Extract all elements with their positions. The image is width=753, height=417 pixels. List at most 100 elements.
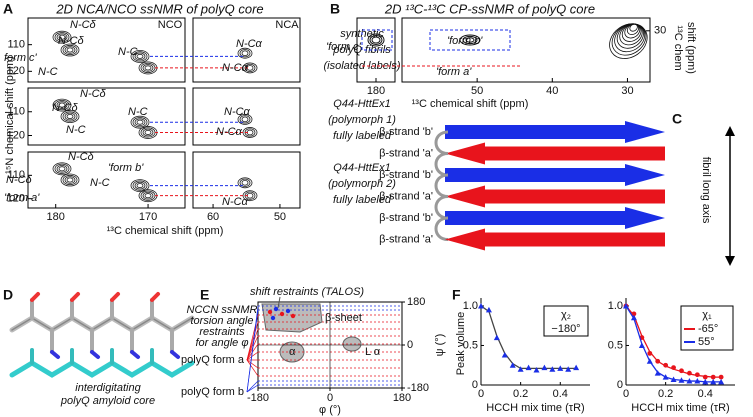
y-tick-label: 120 (7, 129, 25, 141)
data-point (549, 366, 556, 372)
contour (241, 180, 249, 186)
form-label: polyQ form a (181, 354, 245, 366)
data-point (702, 374, 708, 380)
x-tick-label: -180 (247, 392, 269, 404)
x-tick-label: 0.2 (658, 388, 673, 400)
contour (132, 117, 148, 128)
y-tick-label: 0 (472, 379, 478, 391)
axis-label: fibril long axis (700, 157, 712, 224)
panel-label: C (672, 111, 682, 127)
spectrum-frame (27, 87, 186, 146)
x-tick-label: 30 (621, 85, 633, 97)
data-point (670, 376, 677, 382)
pointer (246, 380, 259, 393)
x-axis-label: HCCH mix time (τR) (486, 402, 584, 414)
data-point (647, 350, 653, 356)
contour (239, 49, 251, 58)
contour (237, 47, 253, 59)
molecule (9, 292, 195, 378)
contour (134, 181, 146, 190)
sample-label: Q44-HttEx1 (333, 98, 390, 110)
peak-annotation: N-Cδ (58, 35, 85, 47)
x-tick-label: 50 (471, 85, 483, 97)
contour (144, 129, 152, 135)
y-axis-label: shift (ppm) (685, 22, 697, 74)
contour (136, 119, 144, 125)
arrow-head (725, 126, 735, 136)
legend-label: -65° (698, 323, 718, 335)
peak-annotation: N-Cα (222, 196, 249, 208)
x-tick-label: 0 (623, 388, 629, 400)
data-point (509, 362, 516, 368)
pointer (246, 351, 259, 361)
data-point (573, 364, 580, 371)
peak-annotation: N-Cα (224, 106, 251, 118)
panel-label: B (330, 1, 340, 17)
x-tick-label: 170 (139, 211, 157, 223)
contour (609, 23, 648, 59)
peak-annotation: N-Cδ (70, 19, 97, 31)
strand-label: β-strand 'a' (379, 147, 433, 159)
strand-arrow (445, 121, 665, 143)
form-label: polyQ form b (181, 386, 244, 398)
y-axis-label: Peak volume (455, 312, 467, 376)
data-point (718, 378, 725, 385)
contour (367, 33, 385, 47)
contour (239, 178, 251, 187)
data-point (702, 378, 709, 385)
data-point (565, 366, 572, 372)
contour (130, 115, 150, 129)
legend-label: −180° (551, 323, 580, 335)
contour (138, 126, 158, 139)
data-point (478, 302, 484, 309)
legend-title: χ₁ (702, 309, 712, 321)
region-annotation: 'form a' (436, 66, 472, 78)
contour (60, 110, 80, 123)
y-tick-label: 120 (7, 65, 25, 77)
contour (136, 53, 144, 59)
data-point (678, 377, 685, 383)
contour (241, 116, 249, 123)
x-axis-label: φ (°) (319, 404, 341, 416)
panel-label: A (3, 1, 13, 17)
contour (629, 23, 638, 32)
pointer (277, 296, 281, 309)
contour (138, 61, 158, 75)
contour (58, 166, 66, 172)
data-point (663, 362, 669, 368)
region-box (361, 29, 393, 51)
contour (56, 33, 68, 41)
peak-annotation: N-C (118, 46, 138, 58)
talos-point (290, 313, 296, 319)
y-tick-label: 180 (407, 296, 425, 308)
data-point (694, 372, 700, 378)
contour (239, 115, 251, 124)
x-tick-label: 0 (327, 392, 333, 404)
contour (465, 37, 475, 43)
method-text: restraints (199, 326, 245, 338)
peak-annotation: N-C (38, 66, 58, 78)
contour (66, 47, 74, 53)
y-axis-label: ¹³C chem (672, 25, 684, 70)
y-tick-label: -180 (407, 382, 429, 394)
strand-arrow (445, 185, 665, 208)
data-point (686, 378, 693, 384)
data-point (541, 364, 548, 371)
strand-label: β-strand 'b' (379, 126, 433, 138)
y-tick-label: 110 (7, 106, 25, 118)
sample-label: (polymorph 1) (328, 114, 396, 126)
contour (52, 98, 72, 112)
contour (52, 162, 72, 176)
strand-label: β-strand 'b' (379, 169, 433, 181)
panel-label: E (200, 287, 209, 303)
contour (621, 23, 642, 42)
y-tick-label: 0.5 (463, 339, 478, 351)
strand-arrow (445, 164, 665, 186)
y-axis-label: ψ (°) (434, 334, 446, 357)
pointer (246, 309, 259, 393)
talos-point (273, 306, 279, 312)
data-point (710, 374, 716, 380)
panel-label: D (3, 287, 13, 303)
pointer (246, 359, 259, 369)
panel-title: 2D NCA/NCO ssNMR of polyQ core (55, 1, 263, 16)
